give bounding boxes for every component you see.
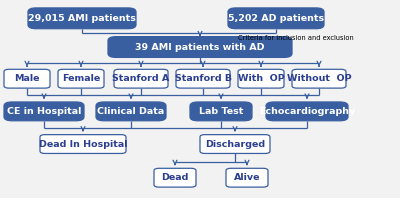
FancyBboxPatch shape (4, 69, 50, 88)
Text: Dead: Dead (161, 173, 189, 182)
Text: Alive: Alive (234, 173, 260, 182)
FancyBboxPatch shape (200, 135, 270, 153)
FancyBboxPatch shape (4, 102, 84, 121)
FancyBboxPatch shape (28, 8, 136, 29)
Text: Lab Test: Lab Test (199, 107, 243, 116)
Text: 29,015 AMI patients: 29,015 AMI patients (28, 14, 136, 23)
FancyBboxPatch shape (238, 69, 284, 88)
Text: With  OP: With OP (238, 74, 284, 83)
Text: Male: Male (14, 74, 40, 83)
Text: 39 AMI patients with AD: 39 AMI patients with AD (135, 43, 265, 51)
FancyBboxPatch shape (108, 37, 292, 57)
Text: Discharged: Discharged (205, 140, 265, 148)
FancyBboxPatch shape (226, 168, 268, 187)
FancyBboxPatch shape (58, 69, 104, 88)
Text: CE in Hospital: CE in Hospital (7, 107, 81, 116)
FancyBboxPatch shape (190, 102, 252, 121)
FancyBboxPatch shape (114, 69, 168, 88)
Text: 5,202 AD patients: 5,202 AD patients (228, 14, 324, 23)
Text: Dead In Hospital: Dead In Hospital (39, 140, 127, 148)
FancyBboxPatch shape (228, 8, 324, 29)
Text: Stanford A: Stanford A (112, 74, 170, 83)
FancyBboxPatch shape (40, 135, 126, 153)
FancyBboxPatch shape (292, 69, 346, 88)
Text: Criteria for inclusion and exclusion: Criteria for inclusion and exclusion (238, 35, 354, 41)
Text: Clinical Data: Clinical Data (97, 107, 165, 116)
FancyBboxPatch shape (176, 69, 230, 88)
FancyBboxPatch shape (154, 168, 196, 187)
Text: Female: Female (62, 74, 100, 83)
Text: Echocardiography: Echocardiography (259, 107, 355, 116)
Text: Stanford B: Stanford B (174, 74, 232, 83)
FancyBboxPatch shape (96, 102, 166, 121)
Text: Without  OP: Without OP (287, 74, 351, 83)
FancyBboxPatch shape (266, 102, 348, 121)
